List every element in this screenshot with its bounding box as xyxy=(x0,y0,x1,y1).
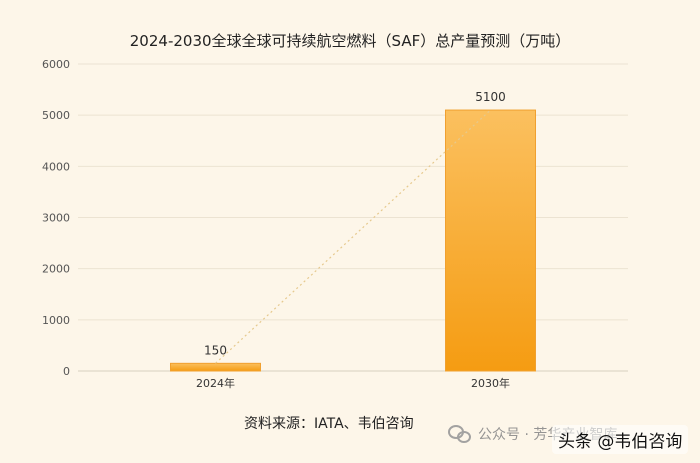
gridlines xyxy=(78,63,628,372)
chart-title: 2024-2030全球全球可持续航空燃料（SAF）总产量预测（万吨） xyxy=(130,32,570,50)
toutiao-watermark: 头条 @韦伯咨询 xyxy=(552,425,689,454)
x-axis-categories: 2024年 2030年 xyxy=(196,376,510,390)
category-label: 2024年 xyxy=(196,376,235,390)
trend-line xyxy=(215,109,491,364)
y-tick-label: 0 xyxy=(63,365,70,378)
y-tick-label: 1000 xyxy=(42,314,70,327)
trendline xyxy=(215,109,491,364)
data-label: 5100 xyxy=(475,90,506,104)
bar xyxy=(445,109,536,372)
data-label: 150 xyxy=(204,343,227,357)
bar xyxy=(170,362,261,372)
bars xyxy=(170,109,536,372)
y-tick-label: 5000 xyxy=(42,109,70,122)
data-labels: 150 5100 xyxy=(204,90,506,357)
category-label: 2030年 xyxy=(471,376,510,390)
y-tick-label: 2000 xyxy=(42,263,70,276)
y-tick-label: 3000 xyxy=(42,212,70,225)
y-tick-label: 4000 xyxy=(42,160,70,173)
y-axis-ticks: 0 1000 2000 3000 4000 5000 6000 xyxy=(42,58,70,378)
y-tick-label: 6000 xyxy=(42,58,70,71)
wechat-icon xyxy=(448,425,472,443)
source-note: 资料来源：IATA、韦伯咨询 xyxy=(244,416,414,432)
